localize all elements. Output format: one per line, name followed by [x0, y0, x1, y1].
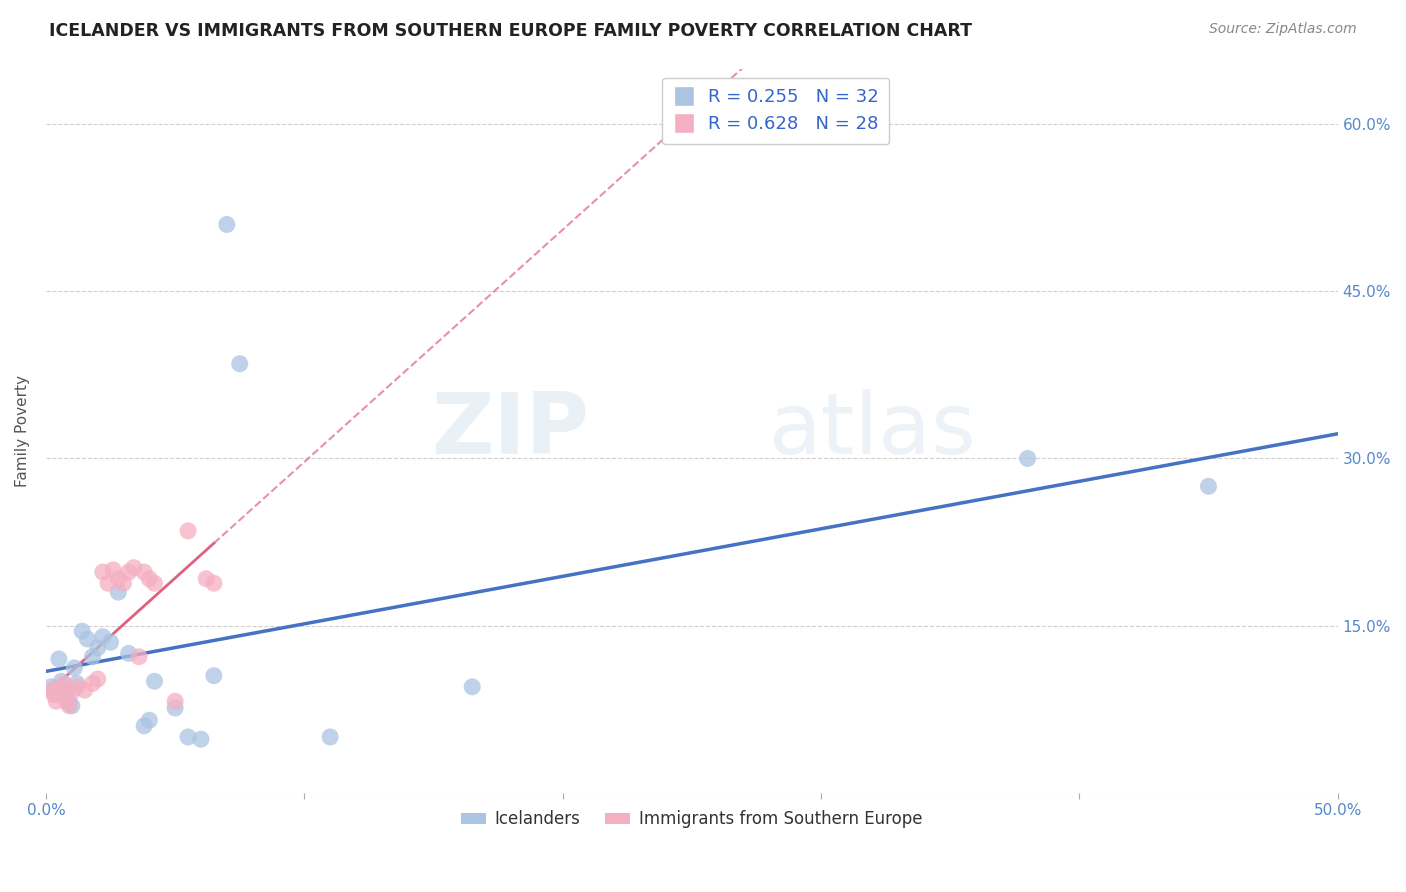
Point — [107, 585, 129, 599]
Point — [70, 624, 93, 639]
Point — [107, 572, 129, 586]
Legend: Icelanders, Immigrants from Southern Europe: Icelanders, Immigrants from Southern Eur… — [454, 804, 929, 835]
Point — [82, 676, 104, 690]
Point — [91, 630, 114, 644]
Point — [134, 565, 156, 579]
Text: Source: ZipAtlas.com: Source: ZipAtlas.com — [1209, 22, 1357, 37]
Point — [86, 672, 108, 686]
Point — [177, 730, 200, 744]
Point — [128, 649, 150, 664]
Point — [100, 635, 122, 649]
Point — [138, 713, 160, 727]
Point — [45, 688, 67, 702]
Text: ICELANDER VS IMMIGRANTS FROM SOUTHERN EUROPE FAMILY POVERTY CORRELATION CHART: ICELANDER VS IMMIGRANTS FROM SOUTHERN EU… — [49, 22, 972, 40]
Point — [177, 524, 200, 538]
Point — [143, 674, 166, 689]
Point — [86, 640, 108, 655]
Point — [76, 632, 98, 646]
Point — [42, 688, 65, 702]
Point — [117, 647, 139, 661]
Point — [112, 576, 135, 591]
Point — [101, 563, 124, 577]
Y-axis label: Family Poverty: Family Poverty — [15, 375, 30, 487]
Point — [165, 701, 187, 715]
Point — [97, 576, 120, 591]
Point — [73, 683, 96, 698]
Point — [228, 357, 250, 371]
Point — [138, 572, 160, 586]
Point — [42, 683, 65, 698]
Point — [39, 683, 62, 698]
Point — [117, 565, 139, 579]
Point — [45, 694, 67, 708]
Point — [82, 649, 104, 664]
Point — [48, 652, 70, 666]
Point — [48, 681, 70, 696]
Point — [55, 694, 77, 708]
Point — [39, 680, 62, 694]
Point — [58, 697, 80, 711]
Point — [66, 676, 89, 690]
Point — [53, 683, 76, 698]
Point — [122, 560, 145, 574]
Point — [66, 680, 89, 694]
Text: ZIP: ZIP — [430, 389, 589, 472]
Point — [134, 719, 156, 733]
Text: atlas: atlas — [769, 389, 977, 472]
Point — [1198, 479, 1220, 493]
Point — [202, 668, 225, 682]
Point — [165, 694, 187, 708]
Point — [195, 572, 218, 586]
Point — [51, 674, 73, 689]
Point — [51, 688, 73, 702]
Point — [63, 661, 86, 675]
Point — [58, 698, 80, 713]
Point — [461, 680, 484, 694]
Point — [143, 576, 166, 591]
Point — [53, 676, 76, 690]
Point — [91, 565, 114, 579]
Point — [202, 576, 225, 591]
Point — [1017, 451, 1039, 466]
Point — [190, 732, 212, 747]
Point — [215, 218, 238, 232]
Point — [319, 730, 342, 744]
Point — [60, 685, 83, 699]
Point — [55, 690, 77, 705]
Point — [60, 698, 83, 713]
